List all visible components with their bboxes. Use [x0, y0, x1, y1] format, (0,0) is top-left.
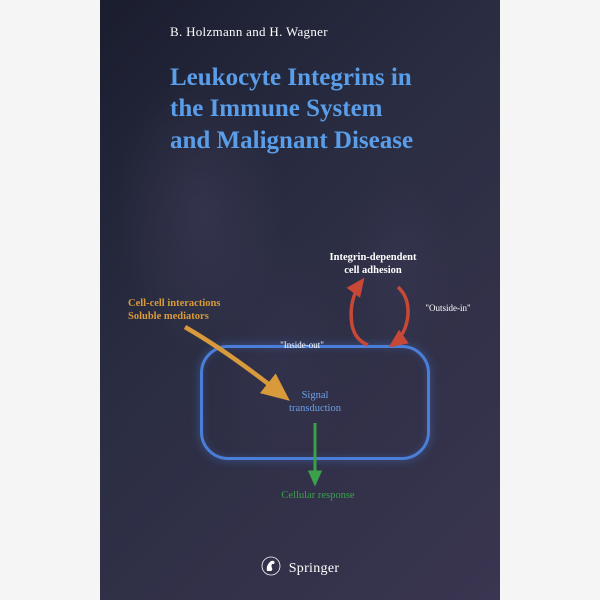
label-cellular-response: Cellular response — [268, 489, 368, 502]
yellow-arrow — [185, 327, 285, 397]
red-arrow-outside-in — [392, 287, 408, 345]
authors: B. Holzmann and H. Wagner — [170, 24, 328, 40]
book-title: Leukocyte Integrins in the Immune System… — [170, 62, 470, 156]
publisher-name: Springer — [289, 561, 340, 577]
red-arrow-inside-out — [351, 281, 368, 345]
label-outside-in: "Outside-in" — [418, 303, 478, 314]
publisher-logo: Springer — [100, 555, 500, 582]
label-inside-out: "Inside-out" — [272, 340, 332, 351]
cell-diagram: Integrin-dependentcell adhesion Cell-cel… — [130, 245, 470, 505]
title-line-1: Leukocyte Integrins in — [170, 64, 412, 91]
label-integrin: Integrin-dependentcell adhesion — [308, 251, 438, 277]
title-line-2: the Immune System — [170, 95, 383, 122]
label-cell-cell: Cell-cell interactionsSoluble mediators — [128, 297, 238, 323]
title-line-3: and Malignant Disease — [170, 127, 413, 154]
book-cover: B. Holzmann and H. Wagner Leukocyte Inte… — [100, 0, 500, 600]
springer-horse-icon — [261, 555, 281, 582]
diagram-arrows — [130, 245, 470, 505]
label-signal-transduction: Signaltransduction — [275, 389, 355, 415]
